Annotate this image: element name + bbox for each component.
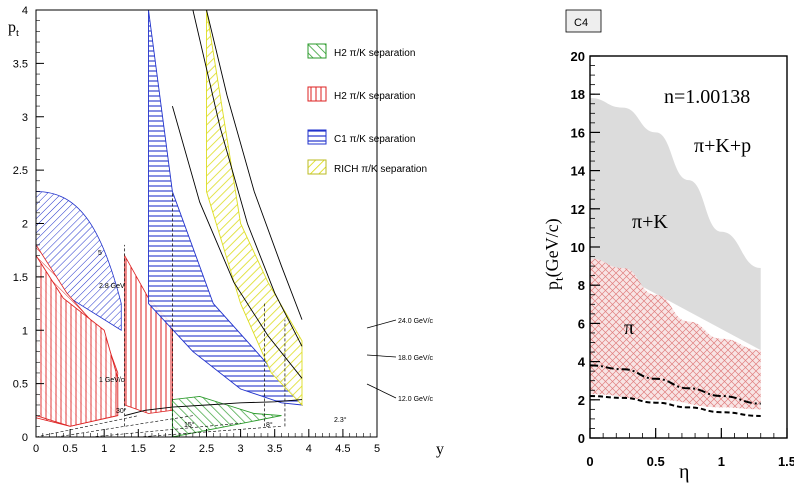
dashed-angle-line-2 (90, 422, 241, 438)
arrow-18-gev (366, 354, 397, 358)
legend-swatch-h2-red (307, 86, 327, 102)
left-x-tick-label: 3.5 (267, 443, 282, 455)
right-x-tick-label: 1.5 (778, 454, 794, 469)
left-curves (35, 9, 303, 438)
region-rich-yellow (206, 9, 303, 407)
right-tag-label: C4 (574, 17, 588, 29)
region-c1-blue (148, 9, 304, 406)
region-pkp-grey (590, 98, 761, 351)
left-y-tick-label: 4 (22, 5, 28, 17)
dashed-angle-line-1 (56, 415, 193, 438)
left-y-tick-label: 1 (22, 325, 28, 337)
right-x-tick-label: 1 (718, 454, 725, 469)
left-y-tick-label: 3 (22, 112, 28, 124)
legend-swatch-h2-green (307, 43, 327, 59)
left-y-axis-label: pt (8, 19, 19, 39)
region-h2-red (35, 253, 119, 427)
right-tag-box (565, 9, 602, 33)
right-y-axis-label: pt(GeV/c) (542, 218, 566, 290)
right-y-tick-label: 6 (578, 316, 585, 331)
right-y-tick-label: 14 (571, 164, 586, 179)
left-x-tick-label: 0 (33, 443, 39, 455)
left-x-tick-label: 5 (374, 443, 380, 455)
annotation-24-gev: 24.0 GeV/c (398, 318, 434, 325)
region-label-pk: π+K (632, 211, 668, 233)
right-y-tick-label: 0 (578, 431, 585, 446)
left-y-tick-label: 1.5 (13, 272, 28, 284)
left-x-tick-label: 0.5 (62, 443, 77, 455)
right-y-tick-label: 16 (571, 125, 585, 140)
left-y-tick-label: 2 (22, 219, 28, 231)
momentum-curve-1 (192, 9, 303, 347)
left-x-tick-label: 3 (238, 443, 244, 455)
arrow-12-gev (366, 383, 397, 399)
curve-dash-dot (589, 364, 761, 405)
momentum-curve-0 (206, 9, 303, 320)
right-y-tick-label: 8 (578, 278, 585, 293)
left-legend: H2 π/K separation H2 π/K separation C1 π… (307, 43, 427, 175)
annotation-30-deg: 30° (116, 407, 127, 415)
left-regions (35, 9, 304, 438)
legend-swatch-rich-yellow (307, 159, 327, 175)
momentum-curve-2 (171, 105, 303, 379)
left-y-tick-label: 2.5 (13, 165, 28, 177)
right-regions (589, 98, 761, 417)
legend-label-c1-blue: C1 π/K separation (334, 134, 415, 145)
right-panel: C4 0 0.5 1 1.5 0 2 4 6 8 10 12 14 16 18 20 pt(GeV/c) η… (542, 9, 794, 483)
annotation-12-gev: 12.0 GeV/c (398, 396, 434, 403)
left-x-tick-label: 4.5 (335, 443, 350, 455)
right-x-axis-label: η (679, 461, 689, 483)
right-x-tick-label: 0.5 (647, 454, 665, 469)
legend-label-h2-green: H2 π/K separation (334, 48, 415, 59)
annotation-18-gev: 18.0 GeV/c (398, 355, 434, 362)
left-annotations: 24.0 GeV/c 18.0 GeV/c 12.0 GeV/c 2.8 GeV… (98, 250, 434, 429)
left-x-tick-label: 1 (101, 443, 107, 455)
right-n-label: n=1.00138 (664, 86, 750, 108)
right-y-tick-label: 18 (571, 87, 585, 102)
legend-swatch-c1-blue (307, 129, 327, 145)
right-y-tick-label: 12 (571, 202, 585, 217)
legend-label-h2-red: H2 π/K separation (334, 91, 415, 102)
annotation-2-3-deg: 2.3° (334, 416, 347, 424)
left-y-tick-label: 0 (22, 432, 28, 444)
left-x-tick-label: 2.5 (199, 443, 214, 455)
left-x-tick-label: 1.5 (131, 443, 146, 455)
right-y-tick-label: 10 (571, 240, 585, 255)
curve-dashed (589, 395, 761, 417)
right-x-tick-label: 0 (586, 454, 593, 469)
legend-label-rich-yellow: RICH π/K separation (334, 164, 427, 175)
left-x-tick-label: 4 (306, 443, 312, 455)
region-blue-diag-blob (35, 191, 122, 331)
dashed-angle-line-0 (35, 415, 139, 438)
left-y-tick-label: 0.5 (13, 379, 28, 391)
right-y-tick-label: 2 (578, 393, 585, 408)
region-label-pkp: π+K+p (694, 135, 751, 157)
region-h2-green (171, 395, 282, 438)
left-panel: 0 0.5 1 1.5 2 2.5 3 3.5 4 4.5 5 0 0.5 1 1.5 2 2.5 3 3.5 4 p… (8, 5, 444, 458)
left-y-tick-label: 3.5 (13, 58, 28, 70)
annotation-15-deg: 15° (184, 421, 195, 429)
region-label-pi: π (624, 317, 634, 339)
momentum-curve-3 (124, 399, 303, 417)
right-axes: 0 0.5 1 1.5 0 2 4 6 8 10 12 14 16 18 20 (571, 49, 794, 469)
annotation-1-gev: 1 GeV/c (99, 377, 125, 384)
annotation-5: 5 (98, 250, 102, 257)
right-y-tick-label: 20 (571, 49, 585, 64)
arrow-24-gev (366, 319, 397, 329)
right-y-tick-label: 4 (578, 355, 586, 370)
left-x-tick-label: 2 (169, 443, 175, 455)
annotation-2-8-gev: 2.8 GeV (99, 283, 125, 290)
left-y-axis-label-sub: t (16, 27, 19, 39)
left-axes: 0 0.5 1 1.5 2 2.5 3 3.5 4 4.5 5 0 0.5 1 1.5 2 2.5 3 3.5 4 (13, 5, 380, 455)
dashed-angle-line-3 (138, 426, 282, 438)
annotation-8-deg: 8° (266, 421, 273, 429)
left-x-axis-label: y (436, 441, 444, 458)
